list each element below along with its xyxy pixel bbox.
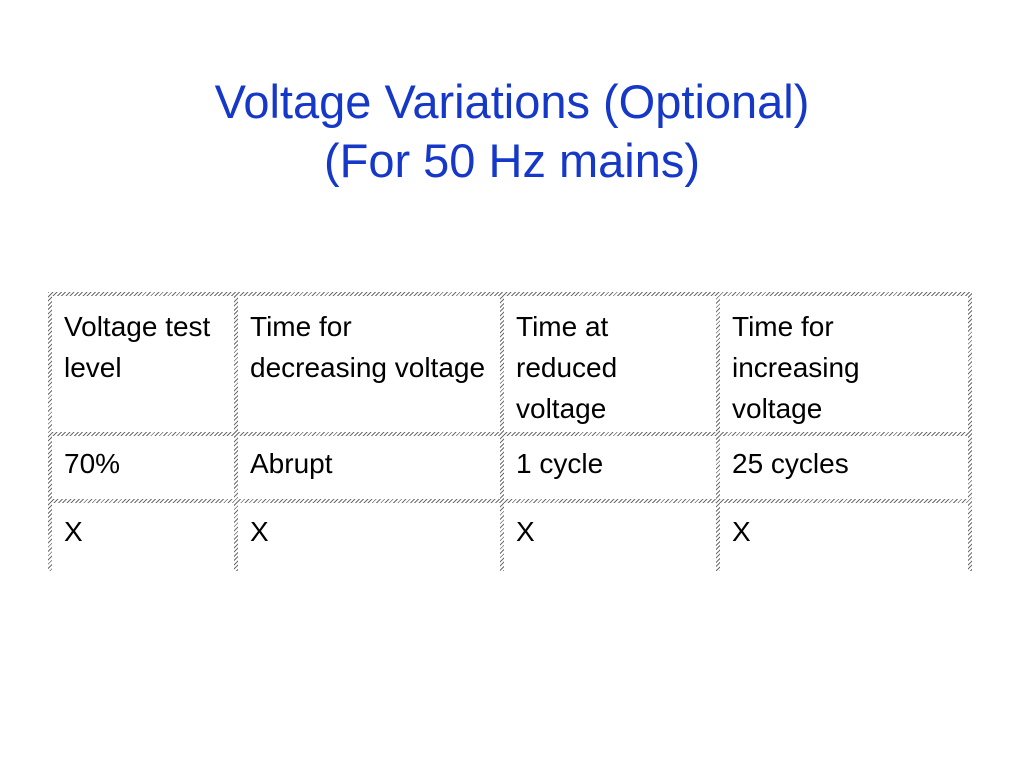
table-cell: 25 cycles — [720, 436, 968, 499]
table-row: X X X X — [52, 503, 968, 578]
header-cell-time-reduced: Time at reduced voltage — [504, 296, 716, 432]
table-cell: 1 cycle — [504, 436, 716, 499]
table-cell: X — [238, 503, 500, 578]
table-cell: X — [720, 503, 968, 578]
table-cell: X — [52, 503, 234, 578]
table-cell: 70% — [52, 436, 234, 499]
table-row: 70% Abrupt 1 cycle 25 cycles — [52, 436, 968, 499]
voltage-table-frame: Voltage test level Time for decreasing v… — [48, 292, 972, 578]
slide-title: Voltage Variations (Optional) (For 50 Hz… — [0, 72, 1024, 190]
header-cell-time-increasing: Time for increasing voltage — [720, 296, 968, 432]
table-header-row: Voltage test level Time for decreasing v… — [52, 296, 968, 432]
header-cell-time-decreasing: Time for decreasing voltage — [238, 296, 500, 432]
title-line-2: (For 50 Hz mains) — [323, 134, 701, 187]
table-cell: Abrupt — [238, 436, 500, 499]
table-cell: X — [504, 503, 716, 578]
title-line-1: Voltage Variations (Optional) — [214, 75, 810, 128]
header-cell-voltage-test-level: Voltage test level — [52, 296, 234, 432]
voltage-variations-table: Voltage test level Time for decreasing v… — [48, 292, 972, 582]
